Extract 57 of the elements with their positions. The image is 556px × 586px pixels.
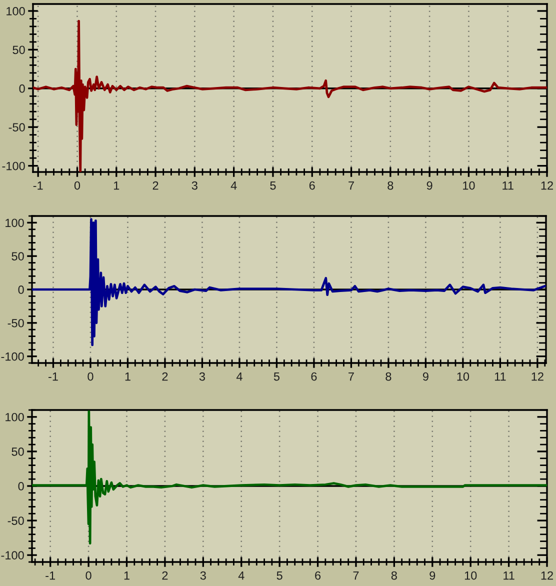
x-tick-label: 1 [114, 181, 120, 190]
x-tick-label: 7 [353, 571, 359, 580]
y-tick-label: 50 [12, 447, 24, 456]
y-tick-label: 100 [6, 218, 24, 228]
y-tick-label: 0 [18, 482, 24, 490]
x-tick-label: 11 [502, 181, 514, 190]
y-tick-label: 100 [6, 412, 24, 422]
x-tick-label: 10 [464, 571, 477, 580]
x-tick-label: 5 [274, 372, 280, 381]
x-tick-label: 5 [276, 571, 282, 580]
x-tick-label: 3 [200, 571, 206, 580]
y-tick-label: 50 [12, 252, 24, 260]
y-tick-label: -100 [1, 352, 24, 361]
x-tick-label: 6 [311, 372, 317, 381]
y-tick-label: -50 [8, 123, 25, 132]
x-tick-label: 8 [386, 372, 392, 381]
y-tick-label: 0 [18, 286, 24, 294]
x-tick-label: 6 [309, 181, 315, 190]
x-tick-label: 3 [199, 372, 205, 381]
x-tick-label: 8 [388, 181, 394, 190]
x-tick-label: 0 [88, 372, 94, 381]
x-tick-label: 2 [152, 181, 158, 190]
x-tick-label: 2 [162, 372, 168, 381]
x-tick-label: 11 [504, 571, 514, 580]
x-tick-label: 9 [426, 181, 432, 190]
x-tick-label: 9 [430, 571, 436, 580]
x-tick-label: 0 [74, 181, 80, 190]
y-tick-label: 0 [19, 84, 25, 93]
y-tick-label: -50 [8, 318, 24, 328]
x-tick-label: 1 [124, 571, 130, 580]
y-tick-label: 50 [12, 46, 25, 54]
x-tick-label: 10 [463, 181, 475, 190]
x-tick-label: 4 [236, 372, 242, 381]
x-tick-label: 4 [230, 181, 237, 190]
y-tick-label: -100 [2, 162, 25, 170]
x-tick-label: -1 [48, 372, 58, 381]
x-tick-label: 5 [270, 181, 276, 190]
x-tick-label: 7 [348, 372, 354, 381]
x-tick-label: 6 [315, 571, 321, 580]
x-tick-label: 7 [348, 181, 354, 190]
x-tick-label: 3 [192, 181, 198, 190]
y-tick-label: -50 [8, 516, 24, 525]
x-tick-label: 9 [422, 372, 428, 381]
y-tick-label: 100 [6, 7, 25, 16]
x-tick-label: 10 [457, 372, 470, 381]
x-tick-label: 12 [541, 571, 553, 580]
x-tick-label: 8 [391, 571, 397, 580]
y-tick-label: -100 [1, 551, 24, 560]
x-tick-label: 0 [86, 571, 92, 580]
x-tick-label: 1 [125, 372, 130, 381]
x-tick-label: 12 [532, 372, 544, 381]
x-tick-label: 12 [541, 181, 553, 190]
x-tick-label: 2 [162, 571, 168, 580]
x-tick-label: 4 [238, 571, 244, 580]
x-tick-label: 11 [494, 372, 506, 381]
x-tick-label: -1 [46, 571, 56, 580]
x-tick-label: -1 [33, 181, 43, 190]
